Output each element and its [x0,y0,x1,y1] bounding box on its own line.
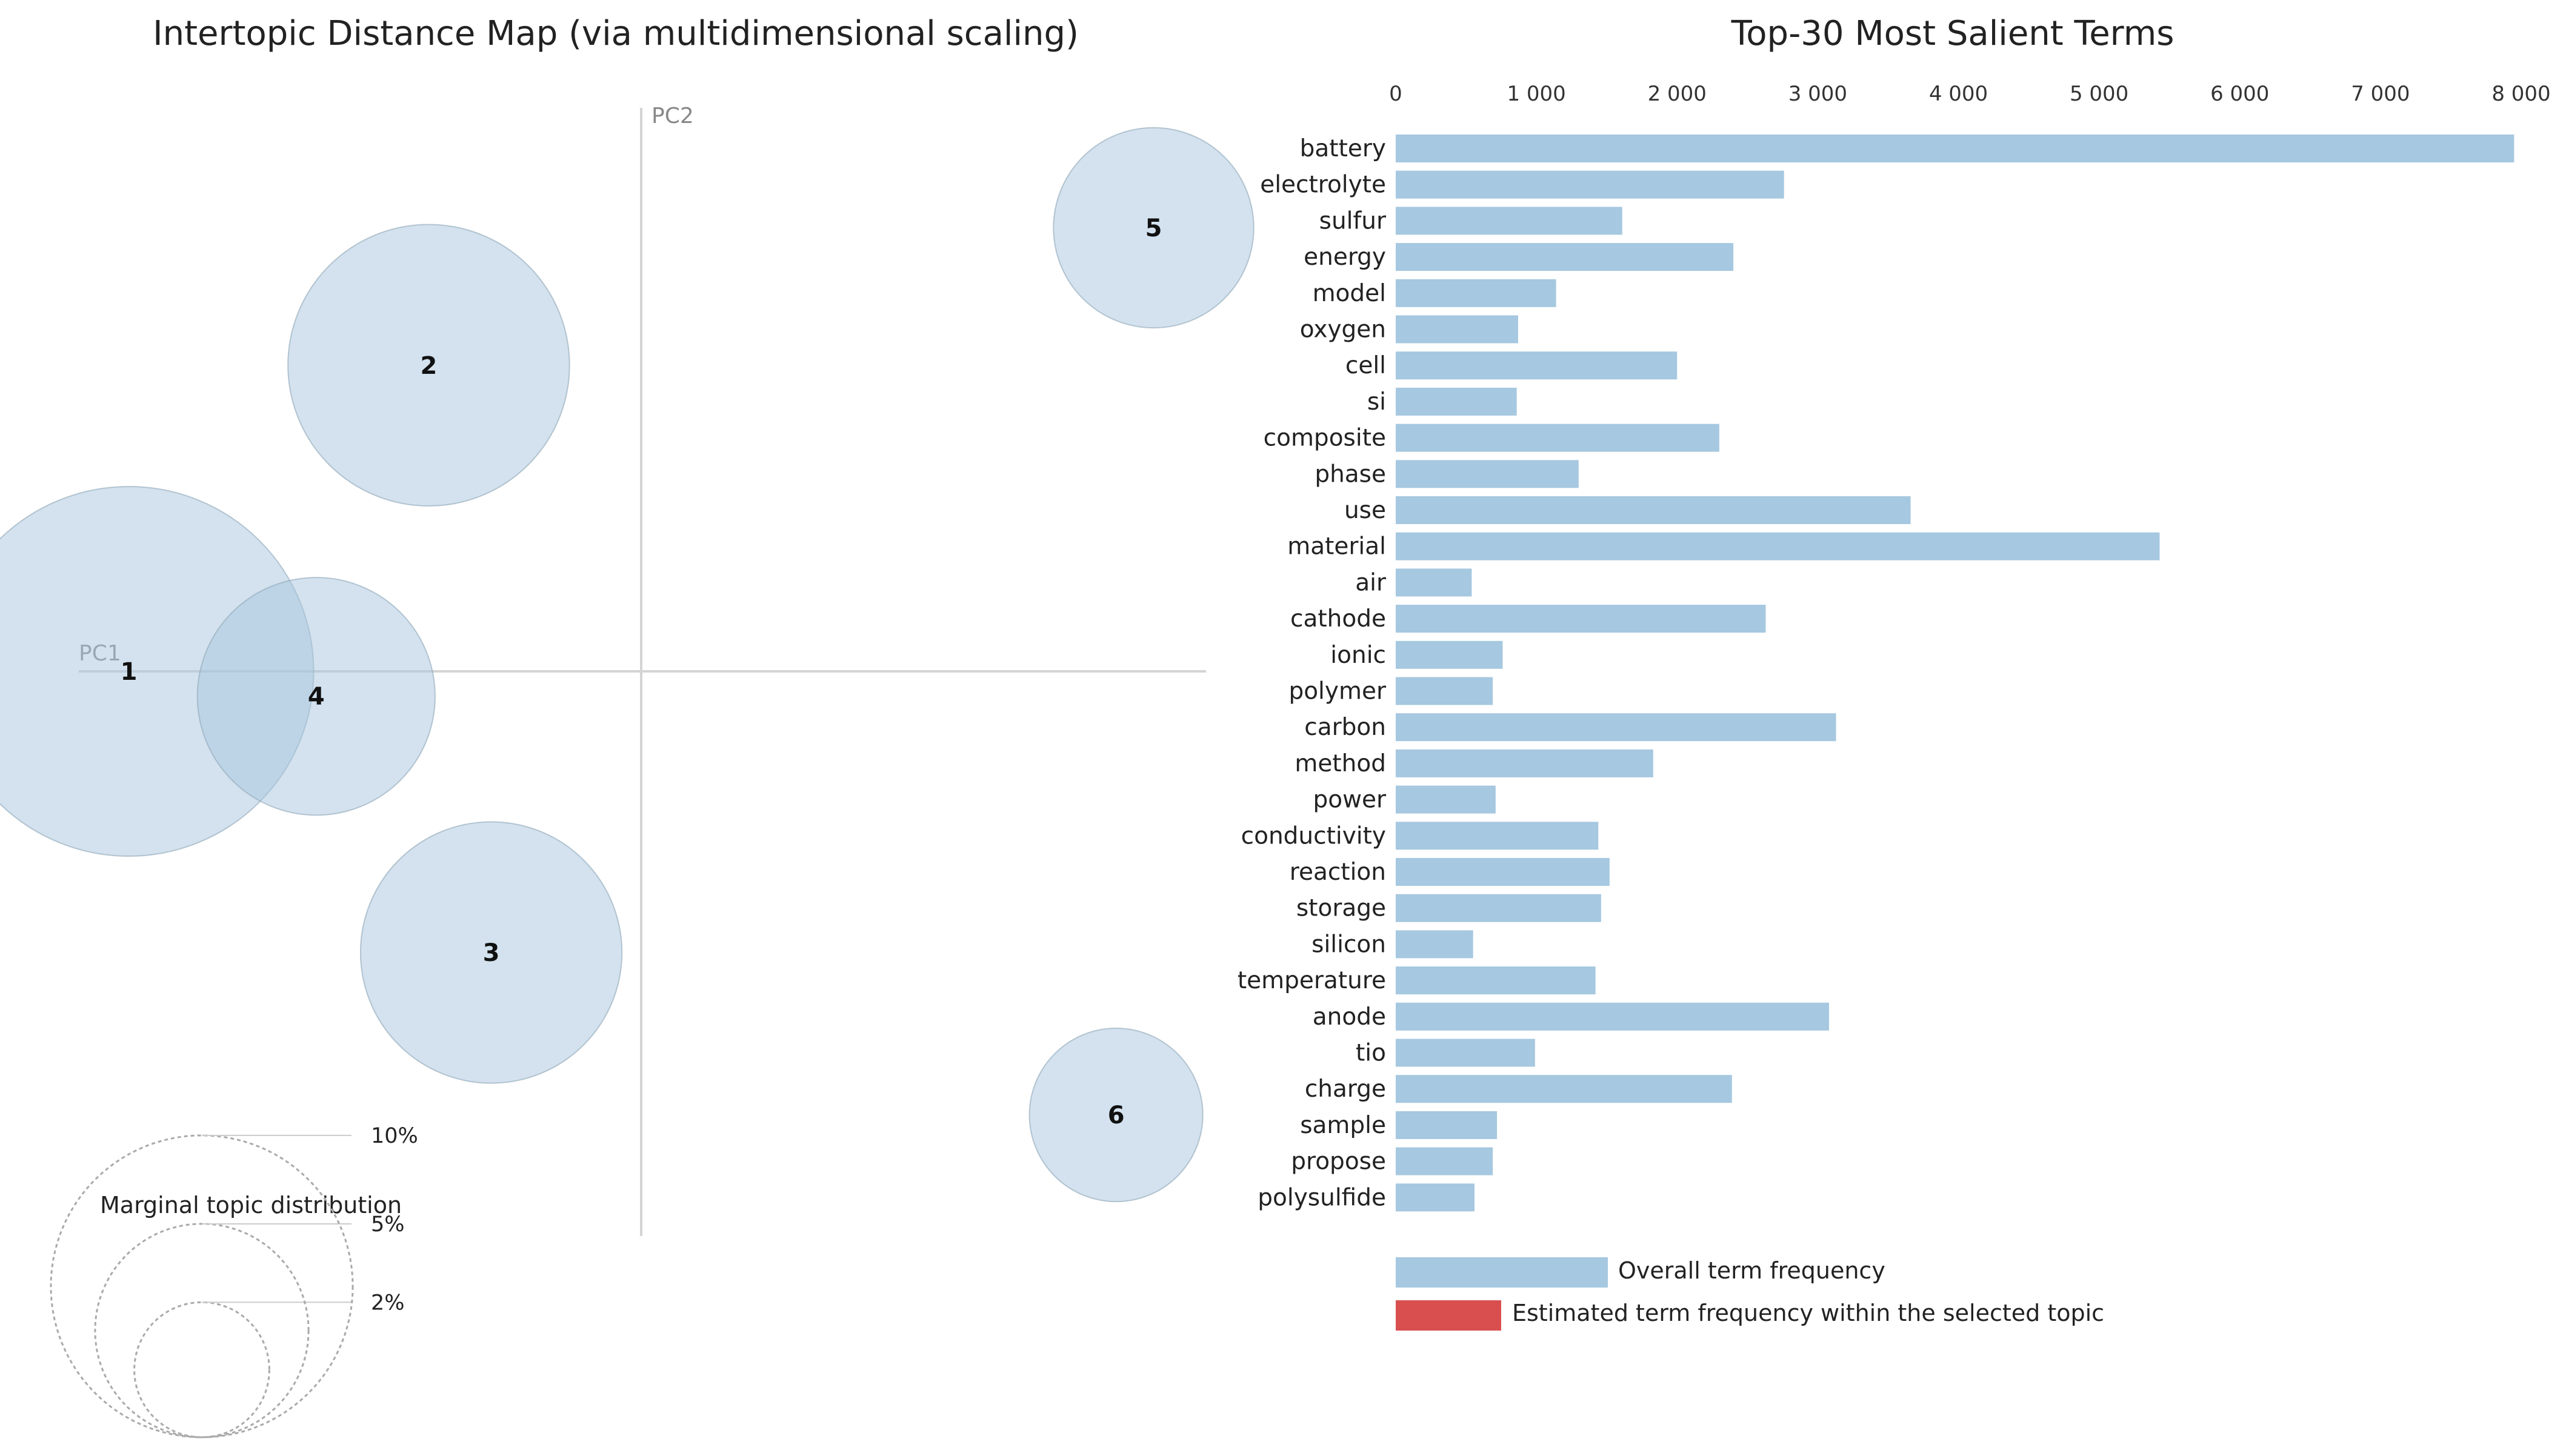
intertopic-map-title: Intertopic Distance Map (via multidimens… [153,14,1079,53]
term-label-storage[interactable]: storage [1296,895,1386,922]
topic-label-5: 5 [1145,214,1162,242]
term-bar-conductivity[interactable] [1396,822,1599,850]
term-bar-tio[interactable] [1396,1039,1535,1067]
term-bar-ionic[interactable] [1396,640,1503,669]
pc2-axis-label: PC2 [651,104,694,128]
term-label-sulfur[interactable]: sulfur [1319,207,1387,234]
term-bar-carbon[interactable] [1396,713,1836,742]
topic-frequency-swatch [1396,1300,1501,1331]
term-label-electrolyte[interactable]: electrolyte [1260,171,1386,199]
term-bar-air[interactable] [1396,568,1472,597]
intertopic-map: PC1PC2123456 [0,104,1255,1236]
marginal-circle-1 [133,1301,270,1438]
term-label-sample[interactable]: sample [1300,1112,1386,1139]
topic-label-4: 4 [308,683,325,711]
term-bar-electrolyte[interactable] [1396,170,1784,199]
term-bar-energy[interactable] [1396,243,1734,271]
term-label-anode[interactable]: anode [1313,1003,1386,1031]
x-tick-label: 1 000 [1507,82,1565,106]
term-bar-polymer[interactable] [1396,677,1493,705]
topic-label-1: 1 [121,658,138,686]
term-bar-method[interactable] [1396,749,1653,777]
term-label-energy[interactable]: energy [1304,244,1386,271]
topic-label-3: 3 [483,939,500,967]
term-bar-reaction[interactable] [1396,858,1610,886]
x-tick-label: 3 000 [1788,82,1847,106]
term-bar-silicon[interactable] [1396,930,1473,959]
term-label-power[interactable]: power [1313,786,1387,814]
x-tick-label: 7 000 [2351,82,2410,106]
term-label-conductivity[interactable]: conductivity [1241,822,1386,849]
term-label-battery[interactable]: battery [1300,135,1386,162]
term-label-temperature[interactable]: temperature [1238,967,1386,994]
x-tick-label: 5 000 [2070,82,2128,106]
term-label-oxygen[interactable]: oxygen [1300,316,1386,344]
term-label-cell[interactable]: cell [1345,352,1386,379]
term-bar-si[interactable] [1396,387,1517,416]
term-bar-model[interactable] [1396,279,1556,307]
marginal-topic-legend: Marginal topic distribution 2% 5% 10% [50,1124,418,1438]
term-bar-sulfur[interactable] [1396,207,1622,235]
term-bar-cell[interactable] [1396,351,1678,380]
salient-terms-chart: 0 1 000 2 000 3 000 4 000 5 000 6 000 7 000 8 00… [1238,82,2551,1212]
term-label-composite[interactable]: composite [1264,425,1386,452]
term-label-si[interactable]: si [1367,388,1386,416]
term-bar-battery[interactable] [1396,135,2514,162]
term-label-silicon[interactable]: silicon [1311,931,1386,958]
marginal-label-2: 5% [371,1212,405,1237]
x-tick-label: 6 000 [2210,82,2269,106]
overall-frequency-swatch [1396,1257,1608,1288]
term-bar-cathode[interactable] [1396,605,1766,633]
topic-circle-6[interactable] [1028,1028,1204,1203]
bar-legend: Overall term frequency Estimated term fr… [1396,1257,2104,1331]
term-bar-temperature[interactable] [1396,966,1596,995]
term-bar-propose[interactable] [1396,1147,1493,1175]
term-label-polysulfide[interactable]: polysulfide [1258,1184,1386,1211]
topic-circle-4[interactable] [196,577,436,816]
x-tick-label: 8 000 [2491,82,2550,106]
topic-frequency-label: Estimated term frequency within the sele… [1512,1300,2104,1326]
term-bar-charge[interactable] [1396,1075,1732,1103]
term-label-material[interactable]: material [1287,533,1386,560]
topic-circle-2[interactable] [287,224,570,507]
term-label-method[interactable]: method [1295,750,1386,777]
marginal-label-3: 10% [371,1124,418,1148]
overall-frequency-label: Overall term frequency [1618,1257,1885,1284]
topic-circle-3[interactable] [359,821,623,1084]
term-label-polymer[interactable]: polymer [1288,678,1387,705]
marginal-legend-title: Marginal topic distribution [100,1192,402,1218]
x-tick-label: 4 000 [1929,82,1988,106]
marginal-circle-2 [94,1223,310,1438]
topic-label-2: 2 [421,352,438,380]
term-bar-composite[interactable] [1396,424,1719,452]
marginal-circle-3 [50,1134,354,1438]
term-bar-sample[interactable] [1396,1111,1498,1139]
term-label-tio[interactable]: tio [1356,1040,1386,1067]
term-label-cathode[interactable]: cathode [1290,605,1386,633]
term-bar-phase[interactable] [1396,460,1579,488]
x-tick-label: 0 [1389,82,1402,106]
term-label-model[interactable]: model [1313,280,1386,307]
term-label-propose[interactable]: propose [1291,1148,1386,1175]
term-label-air[interactable]: air [1355,569,1387,596]
term-bar-material[interactable] [1396,532,2160,560]
salient-terms-title: Top-30 Most Salient Terms [1731,14,2174,53]
term-bar-power[interactable] [1396,785,1496,814]
topic-circle-5[interactable] [1053,127,1255,329]
topic-label-6: 6 [1108,1102,1125,1129]
term-label-charge[interactable]: charge [1305,1075,1386,1103]
term-label-use[interactable]: use [1344,497,1386,524]
term-bar-use[interactable] [1396,496,1911,524]
marginal-label-1: 2% [371,1291,405,1315]
term-label-carbon[interactable]: carbon [1304,714,1386,741]
term-bar-polysulfide[interactable] [1396,1183,1475,1212]
term-label-ionic[interactable]: ionic [1330,642,1386,669]
term-bar-storage[interactable] [1396,894,1601,922]
x-tick-label: 2 000 [1648,82,1707,106]
term-bar-oxygen[interactable] [1396,315,1518,344]
term-label-phase[interactable]: phase [1315,460,1386,488]
term-label-reaction[interactable]: reaction [1290,859,1386,886]
term-bar-anode[interactable] [1396,1002,1829,1031]
